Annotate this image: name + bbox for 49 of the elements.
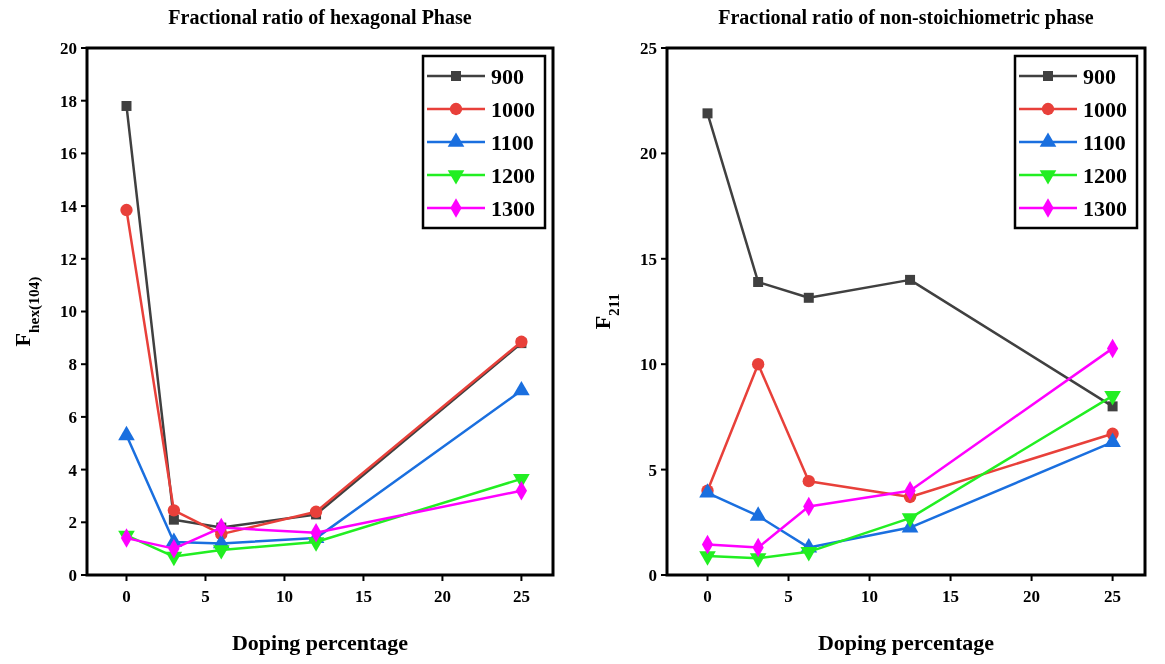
legend-label: 900 [491, 63, 524, 89]
legend-label: 1200 [491, 162, 535, 188]
y-tick-label: 10 [60, 302, 77, 322]
y-tick-label: 15 [640, 249, 657, 269]
x-tick-label: 15 [354, 587, 372, 606]
chart-title: Fractional ratio of non-stoichiometric phase [718, 6, 1094, 29]
x-tick-label: 25 [512, 587, 530, 606]
x-tick-label: 0 [122, 587, 131, 606]
x-tick-label: 25 [1104, 587, 1122, 606]
x-axis-title: Doping percentage [231, 630, 409, 655]
point [802, 475, 815, 488]
point [702, 108, 713, 119]
point [753, 276, 764, 287]
y-tick-label: 5 [648, 460, 657, 480]
legend-label: 1200 [1083, 162, 1127, 188]
x-tick-label: 20 [1023, 587, 1041, 606]
legend-label: 1300 [491, 195, 535, 221]
point [803, 292, 814, 303]
x-tick-label: 20 [433, 587, 451, 606]
y-tick-label: 0 [648, 565, 657, 585]
x-tick-label: 0 [703, 587, 712, 606]
x-tick-label: 15 [942, 587, 960, 606]
x-axis-title: Doping percentage [817, 630, 995, 655]
legend-label: 1000 [491, 96, 535, 122]
y-tick-label: 20 [60, 38, 77, 58]
x-tick-label: 5 [784, 587, 793, 606]
point [751, 358, 765, 371]
x-tick-label: 10 [275, 587, 293, 606]
legend-label: 1000 [1083, 96, 1127, 122]
point [905, 274, 916, 285]
legend-label: 900 [1083, 63, 1116, 89]
y-tick-label: 10 [640, 355, 657, 375]
y-tick-label: 0 [68, 565, 77, 585]
y-tick-label: 4 [68, 460, 78, 480]
y-tick-label: 2 [68, 513, 77, 533]
x-tick-label: 10 [861, 587, 879, 606]
legend-label: 1100 [1083, 129, 1126, 155]
y-tick-label: 6 [68, 407, 77, 427]
y-tick-label: 18 [60, 91, 77, 111]
legend-label: 1100 [491, 129, 534, 155]
y-tick-label: 14 [60, 197, 78, 217]
y-tick-label: 25 [640, 38, 657, 58]
y-tick-label: 20 [640, 144, 657, 164]
chart-title: Fractional ratio of hexagonal Phase [168, 6, 472, 29]
y-tick-label: 8 [68, 355, 77, 375]
y-tick-label: 16 [60, 144, 77, 164]
legend-label: 1300 [1083, 195, 1127, 221]
y-tick-label: 12 [60, 249, 77, 269]
x-tick-label: 5 [201, 587, 210, 606]
